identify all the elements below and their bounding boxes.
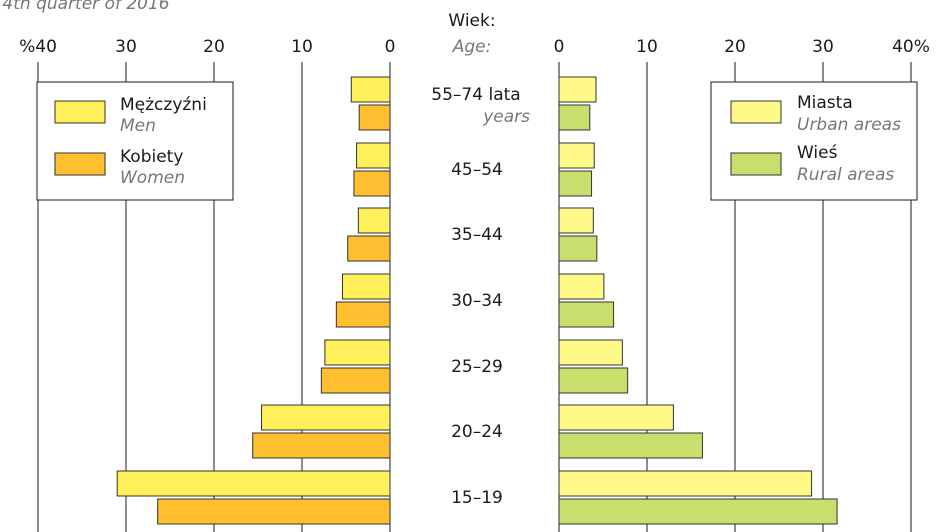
bar-women xyxy=(353,170,391,197)
legend-label-men-en: Men xyxy=(120,116,156,136)
age-label: 45–54 xyxy=(451,160,503,180)
bar-men xyxy=(261,404,391,431)
tick-label-right: 30 xyxy=(812,37,834,57)
chart-subtitle: I 4th quarter of 2016 xyxy=(0,0,170,14)
bar-women xyxy=(335,301,391,328)
age-label: 15–19 xyxy=(451,488,503,508)
bar-urban xyxy=(558,142,595,169)
legend-label-men: Mężczyźni xyxy=(120,95,207,115)
bar-men xyxy=(324,339,391,366)
age-header-en: Age: xyxy=(452,37,492,57)
tick-label-right: 10 xyxy=(636,37,658,57)
bar-women xyxy=(252,432,391,459)
legend-right: Miasta Urban areas Wieś Rural areas xyxy=(710,81,918,201)
bar-men xyxy=(341,273,391,300)
bar-urban xyxy=(558,207,594,234)
legend-label-women: Kobiety xyxy=(120,147,183,167)
legend-swatch-women xyxy=(54,152,106,176)
age-header-pl: Wiek: xyxy=(448,11,495,31)
age-label: 30–34 xyxy=(451,291,503,311)
bar-rural xyxy=(558,235,598,262)
legend-left: Mężczyźni Men Kobiety Women xyxy=(36,81,234,201)
tick-label-left: %40 xyxy=(19,37,57,57)
legend-label-urban-en: Urban areas xyxy=(797,115,901,135)
legend-label-urban: Miasta xyxy=(797,93,853,113)
age-label: 20–24 xyxy=(451,422,503,442)
bar-women xyxy=(358,104,391,131)
bar-men xyxy=(357,207,391,234)
age-label-en: years xyxy=(482,107,530,127)
tick-label-left: 0 xyxy=(385,37,396,57)
age-label: 55–74 lata xyxy=(431,85,520,105)
bar-rural xyxy=(558,367,629,394)
bar-men xyxy=(356,142,391,169)
legend-swatch-urban xyxy=(730,100,782,124)
bars xyxy=(116,76,838,525)
bar-urban xyxy=(558,273,605,300)
tick-labels: %40 30 20 10 0 0 10 20 30 40% xyxy=(19,37,930,57)
tick-label-left: 20 xyxy=(203,37,225,57)
bar-women xyxy=(157,498,391,525)
age-label: 35–44 xyxy=(451,225,503,245)
bar-rural xyxy=(558,432,703,459)
tick-label-right: 40% xyxy=(892,37,930,57)
bar-rural xyxy=(558,301,615,328)
tick-label-left: 10 xyxy=(291,37,313,57)
legend-label-women-en: Women xyxy=(120,168,185,188)
legend-swatch-men xyxy=(54,100,106,124)
bar-women xyxy=(320,367,391,394)
bar-rural xyxy=(558,498,838,525)
age-label: 25–29 xyxy=(451,357,503,377)
legend-swatch-rural xyxy=(730,152,782,176)
bar-urban xyxy=(558,470,813,497)
tick-label-left: 30 xyxy=(115,37,137,57)
legend-label-rural: Wieś xyxy=(797,143,838,163)
bar-women xyxy=(347,235,391,262)
tick-label-right: 20 xyxy=(724,37,746,57)
legend-label-rural-en: Rural areas xyxy=(797,165,894,185)
bar-urban xyxy=(558,76,597,103)
bar-urban xyxy=(558,404,674,431)
bar-men xyxy=(116,470,391,497)
bar-urban xyxy=(558,339,623,366)
bar-rural xyxy=(558,104,591,131)
bar-rural xyxy=(558,170,593,197)
bar-men xyxy=(350,76,391,103)
tick-label-right: 0 xyxy=(554,37,565,57)
